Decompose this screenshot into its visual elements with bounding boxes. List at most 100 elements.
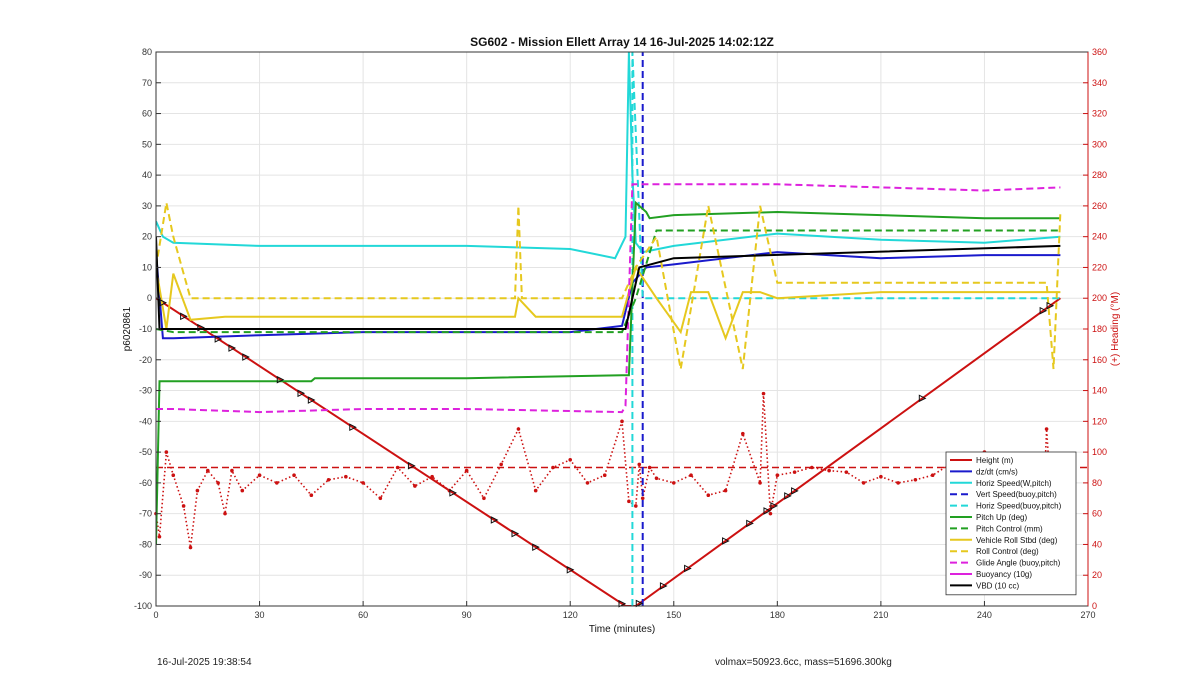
y-right-tick-label: 320 [1092, 109, 1107, 119]
height-marker [684, 564, 692, 573]
footer-timestamp: 16-Jul-2025 19:38:54 [157, 657, 252, 668]
y-tick-label: 70 [142, 78, 152, 88]
height-marker [722, 537, 730, 545]
legend-label: Glide Angle (buoy,pitch) [976, 559, 1061, 568]
y-tick-label: 80 [142, 47, 152, 57]
y-tick-label: 40 [142, 170, 152, 180]
y-right-tick-label: 240 [1092, 232, 1107, 242]
y-right-tick-label: 360 [1092, 47, 1107, 57]
series-line-9 [156, 183, 1061, 414]
y-right-tick-label: 80 [1092, 478, 1102, 488]
heading-point [758, 481, 762, 485]
y-axis-right-label: (+) Heading (°M) [1110, 292, 1121, 366]
y-tick-label: -10 [139, 324, 152, 334]
height-marker [228, 344, 237, 352]
y-tick-label: -100 [134, 601, 152, 611]
x-tick-label: 90 [462, 610, 472, 620]
height-marker [918, 394, 927, 403]
y-right-tick-label: 280 [1092, 170, 1107, 180]
y-tick-label: -80 [139, 539, 152, 549]
legend-label: VBD (10 cc) [976, 581, 1019, 590]
y-right-tick-label: 0 [1092, 601, 1097, 611]
height-marker [635, 599, 644, 608]
height-marker [566, 565, 575, 574]
y-right-tick-label: 220 [1092, 262, 1107, 272]
height-marker [791, 487, 799, 495]
x-tick-label: 30 [255, 610, 265, 620]
y-tick-label: 60 [142, 109, 152, 119]
legend-label: Roll Control (deg) [976, 547, 1039, 556]
heading-point [1044, 427, 1049, 431]
y-right-tick-label: 20 [1092, 570, 1102, 580]
height-marker [197, 323, 205, 332]
series-line-2 [156, 52, 1061, 260]
legend-label: Horiz Speed(W,pitch) [976, 479, 1052, 488]
y-tick-label: -50 [139, 447, 152, 457]
y-right-tick-label: 160 [1092, 355, 1107, 365]
x-tick-label: 0 [153, 610, 158, 620]
height-marker [763, 507, 772, 515]
heading-point [810, 465, 814, 470]
y-tick-label: 30 [142, 201, 152, 211]
height-marker [214, 335, 223, 343]
y-tick-label: -40 [139, 416, 152, 426]
series-line-1 [156, 251, 1061, 340]
y-right-tick-label: 60 [1092, 509, 1102, 519]
x-tick-label: 60 [358, 610, 368, 620]
height-marker [784, 492, 792, 500]
height-marker [349, 423, 357, 432]
y-right-tick-label: 340 [1092, 78, 1107, 88]
series-line-7 [156, 265, 1061, 342]
height-marker [618, 599, 627, 608]
height-marker [276, 375, 285, 384]
legend-label: Horiz Speed(buoy,pitch) [976, 502, 1062, 511]
legend-box [945, 451, 1077, 596]
legend-label: Pitch Up (deg) [976, 513, 1027, 522]
series-line-11 [156, 236, 1061, 330]
legend-label: Vert Speed(buoy,pitch) [976, 490, 1057, 499]
x-tick-label: 210 [873, 610, 888, 620]
x-tick-label: 270 [1080, 610, 1095, 620]
series-line-5 [156, 200, 1061, 545]
y-right-tick-label: 200 [1092, 293, 1107, 303]
height-marker [746, 519, 754, 528]
y-tick-label: 20 [142, 232, 152, 242]
height-marker [159, 298, 168, 307]
height-marker [1039, 306, 1048, 315]
height-marker [449, 489, 457, 497]
legend: Height (m) dz/dt (cm/s) Horiz Speed(W,pitc… [945, 451, 1077, 596]
y-right-tick-label: 40 [1092, 539, 1102, 549]
y-right-tick-label: 120 [1092, 416, 1107, 426]
height-marker [532, 543, 540, 551]
height-marker [407, 461, 416, 470]
footer-mass-info: volmax=50923.6cc, mass=51696.300kg [715, 657, 892, 668]
legend-label: Height (m) [976, 456, 1014, 465]
height-marker [1046, 301, 1055, 310]
height-marker [307, 396, 316, 404]
heading-point [188, 545, 193, 550]
legend-label: dz/dt (cm/s) [976, 467, 1018, 476]
y-tick-label: -60 [139, 478, 152, 488]
legend-label: Pitch Control (mm) [976, 524, 1043, 533]
y-right-tick-label: 260 [1092, 201, 1107, 211]
x-tick-label: 240 [977, 610, 992, 620]
height-marker [490, 516, 499, 524]
heading-point [896, 481, 900, 485]
x-tick-label: 180 [770, 610, 785, 620]
y-tick-label: 0 [147, 293, 152, 303]
heading-point [216, 481, 220, 485]
x-tick-label: 120 [563, 610, 578, 620]
height-marker [180, 312, 188, 321]
axes: 0 30 60 90 120 150 180 210 240 270-100-90-80-70-6… [134, 47, 1107, 620]
height-marker [659, 582, 668, 590]
y-tick-label: -70 [139, 509, 152, 519]
y-tick-label: -20 [139, 355, 152, 365]
chart-title: SG602 - Mission Ellett Array 14 16-Jul-2… [470, 35, 774, 49]
y-tick-label: -30 [139, 386, 152, 396]
y-tick-label: -90 [139, 570, 152, 580]
height-marker [242, 353, 250, 361]
y-right-tick-label: 300 [1092, 139, 1107, 149]
y-axis-label: p6020861 [122, 306, 133, 351]
y-right-tick-label: 180 [1092, 324, 1107, 334]
